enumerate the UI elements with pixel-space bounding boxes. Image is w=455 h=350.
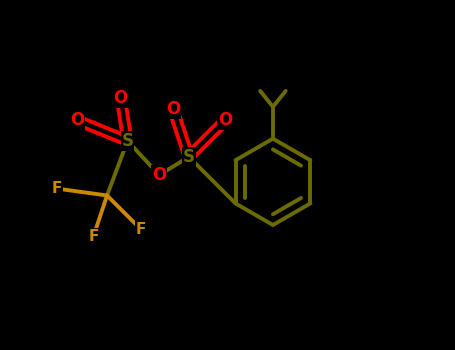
Text: O: O: [114, 89, 128, 107]
Text: S: S: [183, 148, 195, 166]
Text: O: O: [71, 111, 85, 130]
Text: O: O: [166, 100, 180, 118]
Text: O: O: [152, 166, 167, 184]
Text: S: S: [121, 132, 133, 150]
Text: F: F: [52, 181, 62, 196]
Text: F: F: [88, 229, 99, 244]
Text: F: F: [136, 222, 147, 237]
Text: O: O: [218, 111, 233, 130]
